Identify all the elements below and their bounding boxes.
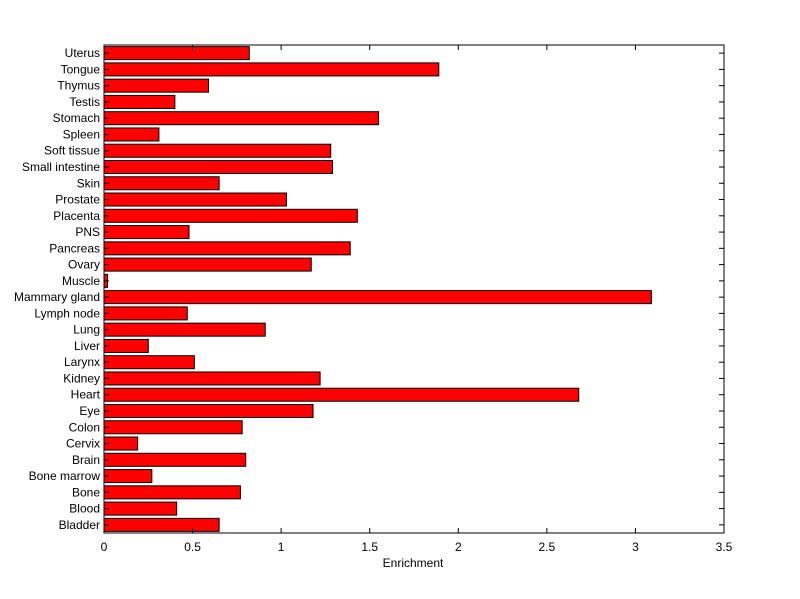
y-tick-label: Testis xyxy=(69,95,100,109)
y-tick-label: Thymus xyxy=(57,79,100,93)
y-tick-label: Small intestine xyxy=(22,160,100,174)
x-tick-label: 2 xyxy=(455,540,462,554)
y-tick-label: Tongue xyxy=(61,62,101,76)
bar-cervix xyxy=(103,436,139,451)
y-axis-ticks: Uterus Tongue Thymus Testis Stomach Spleen Sof… xyxy=(14,46,724,532)
y-tick-label: Bladder xyxy=(59,518,100,532)
bar-skin xyxy=(103,176,220,191)
y-tick-label: Stomach xyxy=(53,111,100,125)
y-tick-label: Bone xyxy=(72,485,100,499)
bar-bone-marrow xyxy=(103,469,153,484)
y-tick-label: Cervix xyxy=(66,437,100,451)
bar-thymus xyxy=(103,78,210,93)
bar-uterus xyxy=(103,46,250,61)
bar-ovary xyxy=(103,257,312,272)
x-tick-label: 1 xyxy=(278,540,285,554)
bar-lymph-node xyxy=(103,306,188,321)
bar-bladder xyxy=(103,517,220,532)
bar-tongue xyxy=(103,62,440,77)
plot-frame xyxy=(103,44,725,534)
bar-brain xyxy=(103,452,247,467)
y-tick-label: Pancreas xyxy=(49,241,100,255)
x-tick-label: 0 xyxy=(101,540,108,554)
y-tick-label: Heart xyxy=(71,388,101,402)
y-tick-label: Lymph node xyxy=(34,306,100,320)
x-tick-label: 3 xyxy=(632,540,639,554)
y-tick-label: Blood xyxy=(69,502,100,516)
y-tick-label: Prostate xyxy=(55,193,100,207)
bar-pns xyxy=(103,225,190,240)
x-tick-label: 3.5 xyxy=(716,540,733,554)
bar-colon xyxy=(103,420,243,435)
y-tick-label: Lung xyxy=(73,323,100,337)
bar-larynx xyxy=(103,355,195,370)
bar-testis xyxy=(103,94,176,109)
y-tick-label: Larynx xyxy=(64,355,100,369)
bar-small-intestine xyxy=(103,159,334,175)
y-tick-label: Ovary xyxy=(68,258,100,272)
y-tick-label: Liver xyxy=(74,339,100,353)
bar-eye xyxy=(103,403,314,419)
x-axis-ticks: 0 0.5 1 1.5 2 2.5 3 3.5 xyxy=(101,45,733,554)
y-tick-label: Spleen xyxy=(63,127,100,141)
bar-lung xyxy=(103,322,266,337)
bar-placenta xyxy=(103,208,358,223)
y-tick-label: Soft tissue xyxy=(44,144,100,158)
y-tick-label: Colon xyxy=(69,420,100,434)
x-tick-label: 2.5 xyxy=(539,540,556,554)
bar-mammary-gland xyxy=(103,290,652,305)
bar-liver xyxy=(103,338,149,353)
bar-spleen xyxy=(103,127,160,142)
y-tick-label: Kidney xyxy=(63,371,100,385)
x-tick-label: 0.5 xyxy=(184,540,201,554)
bar-stomach xyxy=(103,111,380,126)
y-tick-label: Skin xyxy=(77,176,100,190)
y-tick-label: Muscle xyxy=(62,274,100,288)
bar-bone xyxy=(103,485,241,500)
bar-pancreas xyxy=(103,241,351,256)
y-tick-label: Eye xyxy=(79,404,100,418)
bar-heart xyxy=(103,387,580,402)
plot-area xyxy=(104,45,724,533)
x-axis-label: Enrichment xyxy=(383,556,444,570)
y-tick-label: Bone marrow xyxy=(29,469,101,483)
y-tick-label: Uterus xyxy=(65,46,100,60)
y-tick-label: Mammary gland xyxy=(14,290,100,304)
bar-prostate xyxy=(103,192,287,207)
x-tick-label: 1.5 xyxy=(361,540,378,554)
y-tick-label: Placenta xyxy=(53,209,100,223)
bar-soft-tissue xyxy=(103,143,332,158)
bar-blood xyxy=(103,501,178,516)
y-tick-label: Brain xyxy=(72,453,100,467)
bar-kidney xyxy=(103,371,321,386)
y-tick-label: PNS xyxy=(75,225,100,239)
